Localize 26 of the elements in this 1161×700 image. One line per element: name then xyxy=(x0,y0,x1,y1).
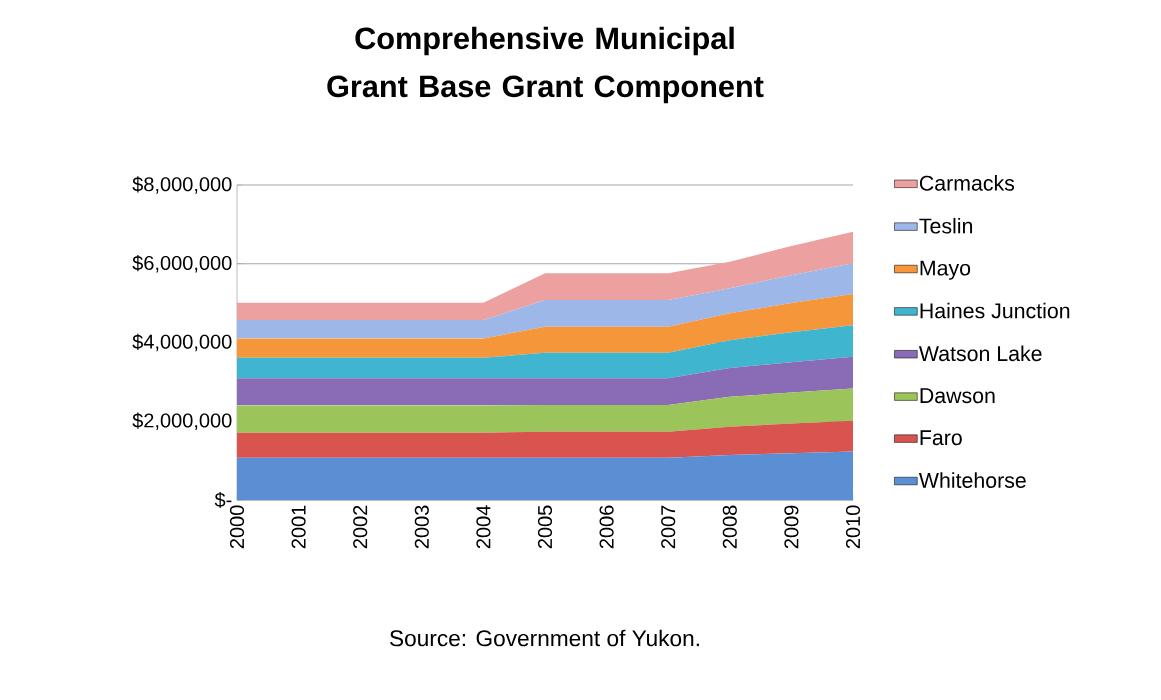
x-tick-label: 2006 xyxy=(599,505,614,549)
x-tick-label: 2010 xyxy=(845,505,861,549)
source-note: Source: Government of Yukon. xyxy=(390,629,699,647)
x-tick-label: 2004 xyxy=(476,505,491,549)
y-tick-label: $- xyxy=(214,491,232,509)
x-tick-label: 2009 xyxy=(784,505,799,549)
y-tick-label: $2,000,000 xyxy=(132,412,232,430)
legend-label: Haines Junction xyxy=(920,302,1070,319)
x-tick-label: 2003 xyxy=(414,505,429,549)
chart-title: Comprehensive Municipal Grant Base Grant Component xyxy=(327,26,764,104)
legend-label: Carmacks xyxy=(919,175,1015,191)
x-tick-label: 2000 xyxy=(229,505,245,549)
x-tick-label: 2002 xyxy=(353,505,368,549)
legend-label: Mayo xyxy=(920,260,971,280)
legend-label: Teslin xyxy=(919,217,973,234)
legend-label: Whitehorse xyxy=(918,472,1026,488)
x-tick-label: 2007 xyxy=(661,505,676,549)
legend-label: Watson Lake xyxy=(918,345,1042,362)
legend-label: Faro xyxy=(920,430,962,446)
x-tick-label: 2008 xyxy=(722,505,737,549)
y-tick-label: $8,000,000 xyxy=(132,176,232,194)
y-tick-label: $6,000,000 xyxy=(132,255,232,273)
x-tick-label: 2001 xyxy=(291,505,306,549)
y-tick-label: $4,000,000 xyxy=(132,333,232,352)
legend-label: Dawson xyxy=(920,388,995,404)
x-tick-label: 2005 xyxy=(537,505,553,549)
